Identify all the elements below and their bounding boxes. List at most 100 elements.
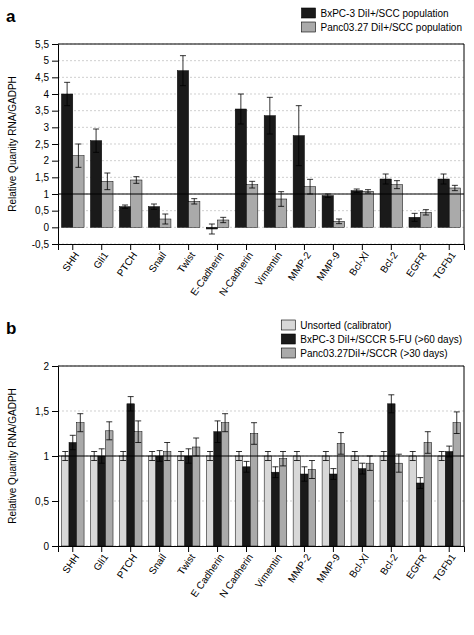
tick: Vimentin <box>253 244 284 288</box>
error-bar <box>454 412 460 434</box>
bar <box>243 467 251 546</box>
grid-line <box>58 177 464 178</box>
error-bar <box>423 210 429 215</box>
grid-line <box>58 501 464 502</box>
tick-label: 2 <box>43 155 49 166</box>
bar <box>395 463 403 546</box>
grid-line <box>58 160 464 161</box>
tick-label: TGFb1 <box>431 551 458 583</box>
error-bar <box>394 181 400 189</box>
y-axis-title: Relative Quanity RNA/GADPH <box>7 76 18 212</box>
axis-line <box>52 367 59 547</box>
grid-line <box>58 44 464 45</box>
bar <box>293 456 301 546</box>
legend-swatch <box>302 22 316 32</box>
bar <box>359 469 367 546</box>
error-bar <box>388 395 394 413</box>
bar <box>177 71 188 228</box>
tick: EGFR <box>404 546 429 581</box>
tick-mark <box>52 177 58 178</box>
error-bar <box>238 94 244 124</box>
tick: MMP-9 <box>314 244 342 283</box>
tick-mark <box>52 44 58 45</box>
bar <box>119 456 127 546</box>
tick: -0,5 <box>32 239 58 250</box>
tick-mark <box>52 77 58 78</box>
axis-line <box>59 547 465 553</box>
bar <box>424 443 432 547</box>
bar <box>388 404 396 546</box>
bar <box>77 423 85 546</box>
tick-label: PTCH <box>115 552 140 581</box>
error-bar <box>151 204 157 209</box>
tick-label: Bcl-Xl <box>347 552 371 580</box>
tick: Twist <box>175 546 197 577</box>
tick: TGFb1 <box>431 546 458 584</box>
tick-label: Twist <box>175 552 197 577</box>
tick-label: Vimentin <box>253 250 284 288</box>
tick-mark <box>130 546 131 552</box>
tick-mark <box>52 244 58 245</box>
error-bar <box>222 414 228 432</box>
tick-label: SHH <box>60 250 81 274</box>
error-bar <box>191 199 197 204</box>
tick-label: 1 <box>43 451 49 462</box>
error-bar <box>338 433 344 455</box>
tick: TGFb1 <box>431 244 458 282</box>
tick-mark <box>304 244 305 250</box>
bar <box>445 452 453 547</box>
bar <box>351 456 359 546</box>
error-bar <box>354 189 360 192</box>
bar <box>330 474 338 546</box>
legend-item: Unsorted (calibrator) <box>281 320 391 331</box>
tick-mark <box>52 411 58 412</box>
panel: 00,511,52SHHGli1PTCHSnailTwistE Cadherin… <box>35 361 464 600</box>
tick-label: 5,5 <box>35 39 49 50</box>
tick-label: MMP-2 <box>286 249 314 282</box>
tick-mark <box>275 244 276 250</box>
error-bar <box>359 463 365 474</box>
error-bar <box>180 56 186 86</box>
tick-label: -0,5 <box>32 239 50 250</box>
frame <box>464 366 465 546</box>
tick-mark <box>246 244 247 250</box>
error-bar <box>267 97 273 134</box>
tick-mark <box>52 194 58 195</box>
error-bar <box>122 205 128 208</box>
grid-line <box>58 366 464 367</box>
bar <box>214 432 222 546</box>
y-axis-title: Relative Quanity RNA/GADPH <box>7 388 18 524</box>
tick-mark <box>52 546 58 547</box>
tick-mark <box>217 244 218 250</box>
bar <box>380 456 388 546</box>
error-bar <box>128 397 134 411</box>
tick: MMP-9 <box>314 546 342 585</box>
error-bar <box>164 443 170 461</box>
tick: Snail <box>146 244 168 274</box>
series <box>77 423 461 546</box>
bar <box>380 179 391 227</box>
tick-label: 2,5 <box>35 139 49 150</box>
bar <box>105 431 113 546</box>
bar <box>148 207 159 228</box>
frame <box>58 366 464 367</box>
tick-mark <box>188 244 189 250</box>
grid-line <box>58 60 464 61</box>
tick-mark <box>52 161 58 162</box>
grid-line <box>58 456 464 457</box>
tick-mark <box>275 546 276 552</box>
y-axis: 00,511,52 <box>35 361 58 552</box>
tick-mark <box>52 144 58 145</box>
tick-label: MMP-9 <box>314 551 342 584</box>
tick: 0 <box>43 222 58 233</box>
bar <box>264 456 272 546</box>
grid-line <box>58 194 464 195</box>
tick-mark <box>420 546 421 552</box>
tick: 1,5 <box>35 406 58 417</box>
tick-label: TGFb1 <box>431 249 458 281</box>
reference-line <box>58 194 464 195</box>
bar <box>366 463 374 546</box>
tick: SHH <box>60 546 81 575</box>
tick-label: Twist <box>175 250 197 275</box>
tick-mark <box>52 94 58 95</box>
